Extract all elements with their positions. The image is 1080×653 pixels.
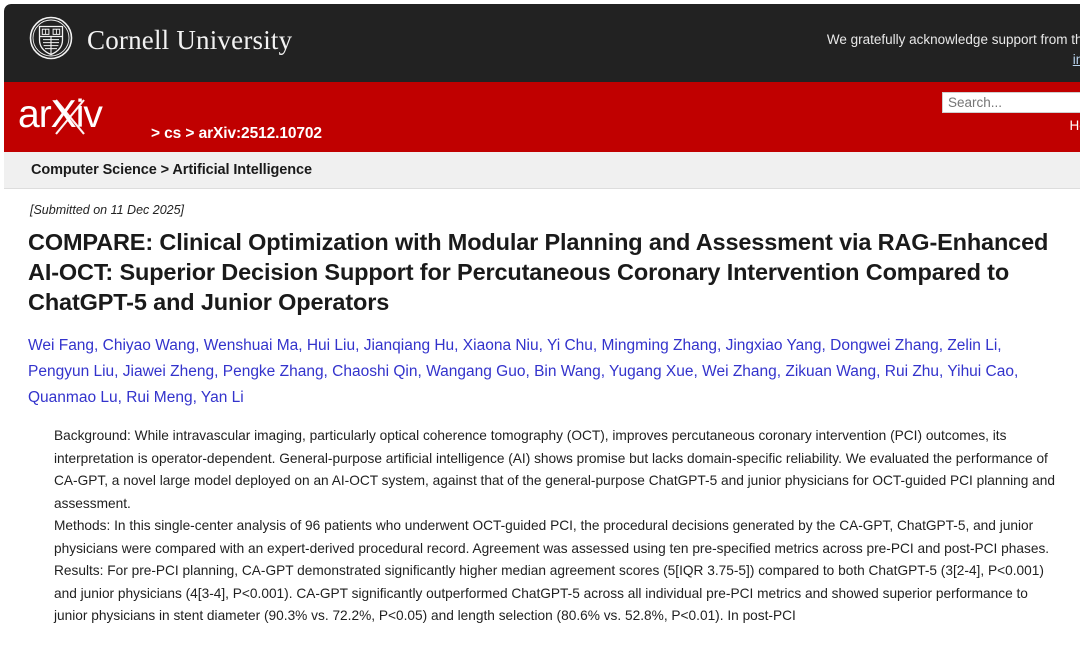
help-link[interactable]: Help <box>1069 118 1080 133</box>
abstract-block: Background: While intravascular imaging,… <box>54 425 1062 628</box>
arxiv-banner-left: arXiv > cs > arXiv:2512.10702 <box>18 93 322 143</box>
banner-links: Help|Adv <box>878 118 1080 133</box>
subject-band: Computer Science > Artificial Intelligen… <box>4 152 1080 189</box>
arxiv-logo-link[interactable]: arXiv <box>18 93 146 143</box>
support-acknowledgment-text: We gratefully acknowledge support from t… <box>826 32 1080 47</box>
author-list-links[interactable]: Wei Fang, Chiyao Wang, Wenshuai Ma, Hui … <box>28 337 1019 406</box>
search-input[interactable] <box>942 92 1080 113</box>
breadcrumb: > cs > arXiv:2512.10702 <box>151 125 322 143</box>
abstract-results: Results: For pre-PCI planning, CA-GPT de… <box>54 563 1044 623</box>
browser-viewport: Cornell University We gratefully acknowl… <box>4 4 1080 653</box>
cornell-seal-icon <box>28 15 74 66</box>
support-acknowledgment-link[interactable]: ins <box>1072 52 1080 67</box>
abstract-background: Background: While intravascular imaging,… <box>54 428 1056 511</box>
arxiv-banner: arXiv > cs > arXiv:2512.10702 Help|Adv <box>4 82 1080 152</box>
cornell-brand-link[interactable]: Cornell University <box>28 15 292 66</box>
paper-main: [Submitted on 11 Dec 2025] COMPARE: Clin… <box>4 189 1080 628</box>
breadcrumb-text[interactable]: > cs > arXiv:2512.10702 <box>151 125 322 142</box>
abstract-methods: Methods: In this single-center analysis … <box>54 518 1050 556</box>
support-acknowledgment: We gratefully acknowledge support from t… <box>660 30 1080 70</box>
cornell-header: Cornell University We gratefully acknowl… <box>4 4 1080 82</box>
submission-date: [Submitted on 11 Dec 2025] <box>30 203 185 217</box>
page-title: COMPARE: Clinical Optimization with Modu… <box>28 229 1049 315</box>
cornell-wordmark: Cornell University <box>87 25 293 55</box>
subject-breadcrumb[interactable]: Computer Science > Artificial Intelligen… <box>31 162 312 178</box>
arxiv-banner-right: Help|Adv <box>878 92 1080 133</box>
author-list: Wei Fang, Chiyao Wang, Wenshuai Ma, Hui … <box>28 333 1046 411</box>
